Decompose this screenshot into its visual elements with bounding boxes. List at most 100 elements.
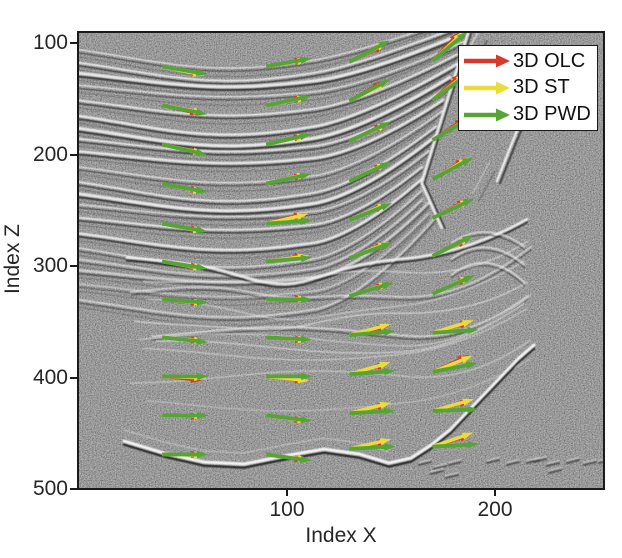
dip-arrow-cluster (162, 450, 209, 459)
legend: 3D OLC 3D ST 3D PWD (458, 45, 598, 131)
y-tick-mark (70, 488, 77, 490)
dip-arrow-cluster (348, 323, 396, 338)
dip-arrow-cluster (432, 432, 479, 449)
dip-arrow-pwd (161, 142, 198, 155)
dip-arrow-pwd (265, 58, 302, 69)
dip-arrowhead-pwd (196, 226, 208, 234)
legend-arrow-icon (464, 54, 510, 68)
dip-arrowhead-pwd (301, 295, 313, 304)
dip-arrowhead-pwd (381, 242, 393, 250)
dip-arrowhead-pwd (380, 203, 393, 211)
dip-arrowhead-pwd (463, 275, 475, 283)
dip-arrow-pwd (432, 407, 469, 413)
dip-arrow-pwd (348, 244, 384, 260)
dip-arrowhead-st (461, 432, 474, 440)
dip-arrow-pwd (348, 205, 384, 223)
dip-arrow-cluster (348, 121, 392, 143)
dip-arrow-pwd (265, 174, 302, 186)
dip-arrow-cluster (348, 40, 390, 64)
dip-arrow-pwd (432, 363, 469, 374)
dip-arrowhead-pwd (197, 450, 209, 458)
dip-arrow-pwd (431, 277, 467, 296)
dip-arrowhead-st (379, 401, 392, 409)
legend-arrow-icon (464, 108, 510, 122)
dip-arrow-pwd (432, 328, 469, 335)
dip-arrow-cluster (265, 133, 311, 147)
dip-arrow-cluster (161, 142, 207, 156)
dip-arrow-layer (161, 33, 479, 463)
dip-arrow-pwd (161, 103, 198, 115)
dip-arrow-cluster (348, 161, 392, 183)
dip-arrow-cluster (161, 181, 208, 194)
dip-arrow-pwd (431, 77, 463, 102)
dip-arrowhead-pwd (462, 198, 475, 207)
dip-arrowhead-pwd (196, 298, 209, 306)
dip-arrow-pwd (349, 409, 386, 416)
legend-label: 3D PWD (513, 103, 591, 126)
y-tick-mark (70, 42, 77, 44)
dip-arrow-cluster (431, 198, 475, 220)
dip-arrowhead-st (379, 361, 391, 369)
dip-arrowhead-pwd (301, 372, 313, 380)
dip-arrow-pwd (266, 219, 303, 226)
dip-arrowhead-pwd (378, 40, 390, 49)
x-tick-label: 100 (269, 498, 305, 521)
dip-arrow-cluster (266, 295, 313, 304)
dip-arrowhead-st (379, 438, 392, 446)
dip-arrowhead-pwd (384, 368, 396, 376)
dip-arrow-pwd (161, 64, 198, 75)
dip-arrowhead-pwd (467, 406, 479, 414)
dip-arrowhead-pwd (195, 108, 208, 116)
dip-arrowhead-st (379, 323, 391, 331)
dip-arrow-cluster (161, 221, 208, 234)
dip-arrow-pwd (265, 413, 303, 422)
dip-arrowhead-pwd (196, 337, 208, 345)
legend-entry-st: 3D ST (462, 75, 597, 101)
dip-arrow-pwd (349, 445, 386, 451)
dip-arrow-cluster (265, 56, 312, 69)
dip-arrowhead-pwd (197, 411, 209, 419)
dip-arrowhead-pwd (457, 33, 467, 42)
dip-arrow-cluster (348, 282, 394, 298)
y-tick-mark (70, 376, 77, 379)
dip-arrowhead-pwd (466, 361, 478, 369)
legend-entry-pwd: 3D PWD (462, 102, 597, 128)
dip-arrow-pwd (348, 283, 385, 298)
dip-arrow-pwd (431, 237, 466, 258)
dip-arrow-cluster (161, 259, 208, 271)
dip-arrowhead-pwd (379, 161, 392, 170)
dip-arrow-cluster (432, 398, 479, 414)
dip-arrowhead-pwd (384, 328, 396, 336)
dip-arrow-cluster (431, 275, 475, 296)
dip-arrowhead-st (462, 398, 474, 406)
dip-arrow-cluster (265, 212, 313, 226)
dip-arrow-pwd (266, 256, 303, 264)
dip-arrow-cluster (348, 401, 396, 416)
dip-arrowhead-pwd (300, 56, 312, 64)
dip-arrowhead-pwd (384, 443, 396, 451)
dip-arrow-cluster (162, 411, 209, 420)
dip-arrow-pwd (161, 221, 198, 232)
dip-arrowhead-pwd (378, 79, 390, 88)
legend-label: 3D ST (513, 76, 570, 99)
dip-arrowhead-st (460, 355, 473, 364)
x-axis-label: Index X (305, 524, 377, 547)
y-tick-label: 300 (32, 254, 68, 277)
dip-arrow-cluster (431, 235, 474, 258)
y-tick-mark (70, 153, 77, 156)
dip-arrow-pwd (348, 43, 383, 64)
dip-arrowhead-pwd (381, 282, 394, 290)
x-tick-label: 200 (477, 498, 513, 521)
dip-arrowhead-pwd (461, 157, 474, 166)
dip-arrow-pwd (161, 259, 199, 270)
dip-arrow-pwd (265, 134, 302, 147)
dip-arrow-cluster (265, 172, 312, 186)
dip-arrowhead-pwd (300, 416, 312, 424)
y-tick-mark (70, 265, 77, 267)
dip-arrowhead-pwd (299, 133, 311, 141)
dip-arrow-cluster (265, 253, 312, 264)
dip-arrow-pwd (431, 160, 466, 181)
dip-arrowhead-pwd (300, 254, 312, 263)
dip-arrow-pwd (161, 181, 198, 193)
legend-arrow-icon (464, 81, 510, 95)
